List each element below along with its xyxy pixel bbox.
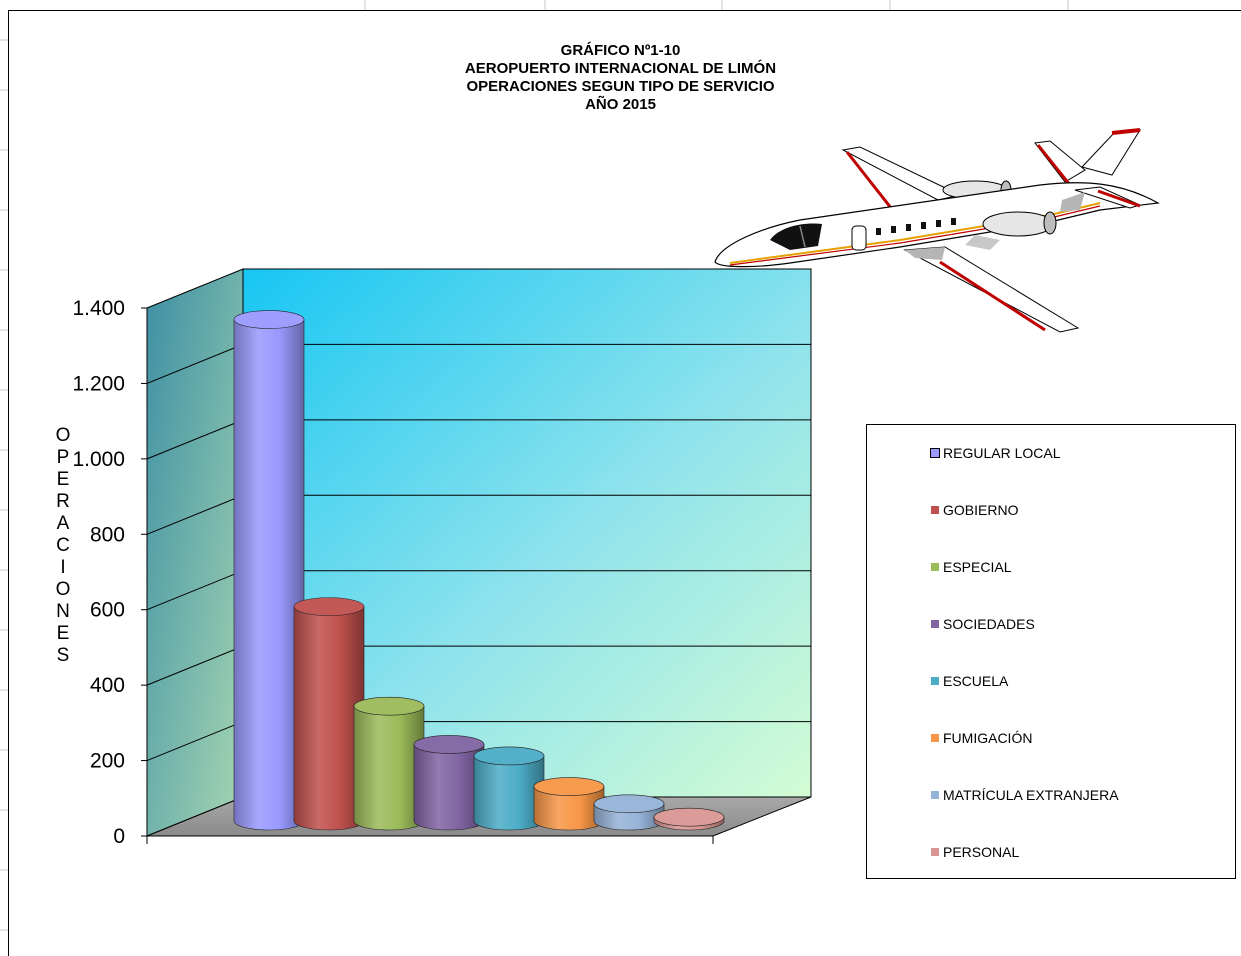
- legend-swatch: [931, 848, 939, 856]
- y-tick-label: 0: [113, 825, 125, 848]
- y-axis-label-letter: S: [56, 645, 70, 666]
- title-line-1: GRÁFICO Nº1-10: [560, 42, 681, 59]
- legend-swatch: [931, 620, 939, 628]
- y-axis-label-letter: O: [55, 579, 71, 600]
- legend-item: FUMIGACIÓN: [931, 728, 1032, 748]
- bar-body: [473, 755, 545, 831]
- y-axis-label-letter: P: [56, 447, 70, 468]
- bar-top: [593, 794, 665, 814]
- legend-swatch: [931, 734, 939, 742]
- bar-top: [233, 310, 305, 329]
- y-axis-label-letter: E: [56, 623, 70, 644]
- y-axis-label-letter: E: [56, 469, 70, 490]
- title-line-4: AÑO 2015: [585, 96, 656, 113]
- bar-top: [533, 777, 605, 796]
- bar-top: [413, 735, 485, 754]
- side-wall: [146, 268, 244, 837]
- legend-label: MATRÍCULA EXTRANJERA: [943, 787, 1119, 803]
- legend-item: ESPECIAL: [931, 557, 1011, 577]
- y-tick-label: 1.200: [72, 372, 125, 395]
- y-tick-label: 1.400: [72, 297, 125, 320]
- legend-label: REGULAR LOCAL: [943, 445, 1061, 461]
- y-tick-label: 400: [90, 674, 125, 697]
- bar: [593, 794, 665, 831]
- y-tick-label: 600: [90, 599, 125, 622]
- legend-label: SOCIEDADES: [943, 616, 1035, 632]
- y-tick-label: 800: [90, 523, 125, 546]
- legend-label: FUMIGACIÓN: [943, 730, 1033, 746]
- legend-item: ESCUELA: [931, 671, 1008, 691]
- legend-swatch: [931, 791, 939, 799]
- y-tick-label: 200: [90, 750, 125, 773]
- legend-label: ESCUELA: [943, 673, 1009, 689]
- legend-item: SOCIEDADES: [931, 614, 1035, 634]
- bar: [473, 746, 545, 831]
- y-axis-label-letter: I: [60, 557, 66, 578]
- legend-swatch: [931, 506, 939, 514]
- bar-body: [293, 606, 365, 831]
- legend-swatch: [930, 448, 940, 458]
- chart-title: GRÁFICO Nº1-10 AEROPUERTO INTERNACIONAL …: [0, 42, 1241, 114]
- bar: [233, 310, 305, 831]
- legend-label: ESPECIAL: [943, 559, 1012, 575]
- legend-swatch: [931, 677, 939, 685]
- bar: [653, 807, 725, 831]
- chart-legend[interactable]: REGULAR LOCAL GOBIERNO ESPECIAL SOCIEDADES E…: [866, 424, 1236, 879]
- bar-top: [353, 696, 425, 716]
- y-tick-label: 1.000: [72, 448, 125, 471]
- bar-body: [353, 705, 425, 831]
- legend-item: REGULAR LOCAL: [930, 443, 1061, 463]
- bar-top: [293, 597, 365, 616]
- bar-top: [473, 746, 545, 766]
- title-line-3: OPERACIONES SEGUN TIPO DE SERVICIO: [466, 78, 775, 95]
- bar-top: [653, 807, 725, 827]
- title-line-2: AEROPUERTO INTERNACIONAL DE LIMÓN: [464, 60, 777, 77]
- airplane-icon: [714, 128, 1160, 333]
- y-axis-label-letter: C: [56, 535, 70, 556]
- bar-body: [413, 744, 485, 831]
- y-axis-label-letter: O: [55, 425, 71, 446]
- y-axis-label-letter: A: [56, 513, 70, 534]
- y-axis-label-letter: N: [56, 601, 70, 622]
- legend-item: GOBIERNO: [931, 500, 1018, 520]
- bar: [533, 777, 605, 831]
- bar-body: [233, 319, 305, 831]
- legend-item: MATRÍCULA EXTRANJERA: [931, 785, 1119, 805]
- bar: [413, 735, 485, 831]
- legend-item: PERSONAL: [931, 842, 1019, 862]
- y-axis-label-letter: R: [56, 491, 70, 512]
- legend-swatch: [931, 563, 939, 571]
- legend-label: PERSONAL: [943, 844, 1020, 860]
- bar: [353, 696, 425, 831]
- bar: [293, 597, 365, 831]
- legend-label: GOBIERNO: [943, 502, 1019, 518]
- y-axis-label: O P E R A C I O N E S: [50, 425, 76, 667]
